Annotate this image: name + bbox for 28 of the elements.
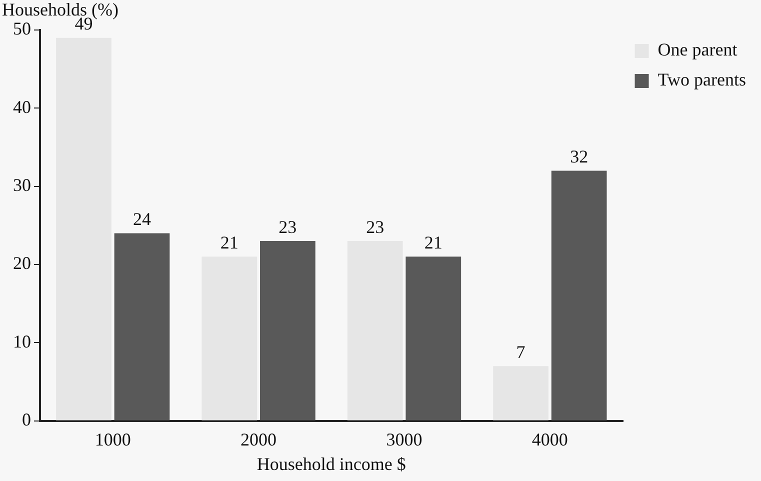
- bar: [56, 38, 112, 420]
- data-label: 7: [516, 342, 526, 362]
- data-label: 23: [366, 216, 384, 237]
- bar: [551, 170, 607, 420]
- y-tick-label: 50: [13, 18, 31, 39]
- data-label: 21: [220, 232, 238, 252]
- x-tick-label: 3000: [386, 429, 422, 450]
- legend-label: One parent: [658, 40, 738, 60]
- data-label: 21: [424, 232, 442, 252]
- bar: [493, 366, 548, 420]
- bar: [114, 233, 170, 420]
- y-tick-label: 20: [13, 253, 31, 274]
- data-label: 24: [132, 208, 151, 229]
- x-tick-label: 2000: [240, 429, 277, 450]
- x-axis-title: Household income $: [256, 454, 406, 474]
- bar: [347, 241, 403, 420]
- data-label: 23: [278, 216, 297, 237]
- y-tick-label: 30: [13, 175, 31, 196]
- x-tick-label: 1000: [94, 429, 131, 450]
- data-label: 32: [570, 146, 588, 166]
- bar: [202, 256, 258, 420]
- y-tick-label: 0: [22, 410, 31, 430]
- legend-label: Two parents: [658, 70, 746, 90]
- y-tick-label: 10: [13, 331, 31, 352]
- bar: [406, 256, 462, 420]
- bar: [260, 241, 316, 420]
- y-tick-label: 40: [13, 96, 31, 117]
- x-tick-label: 4000: [532, 429, 568, 450]
